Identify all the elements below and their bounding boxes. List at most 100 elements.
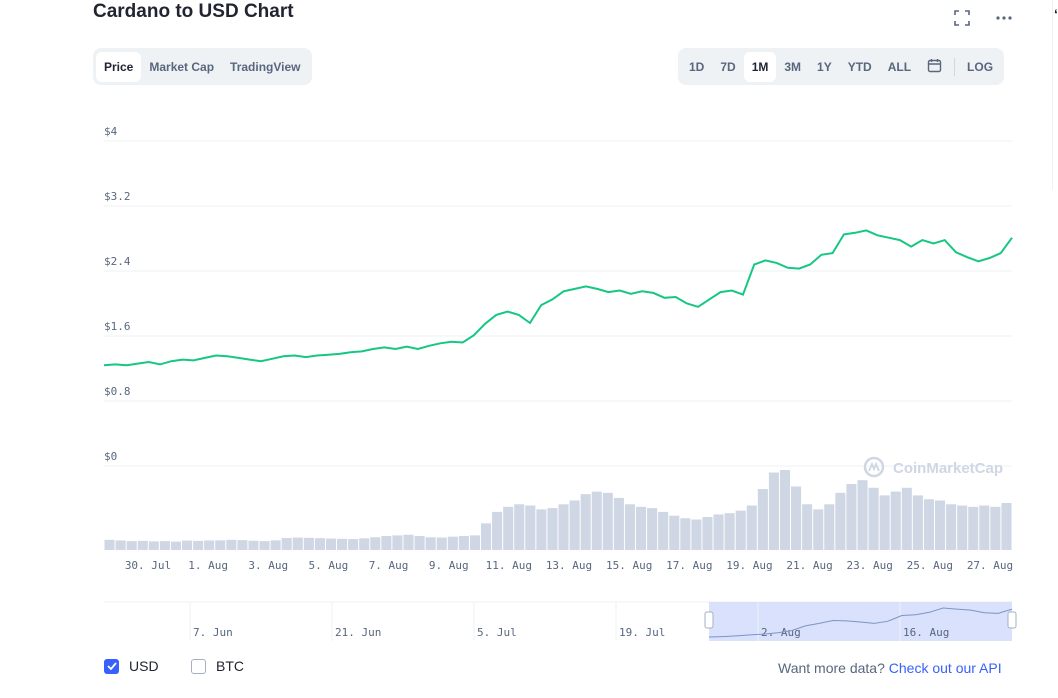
navigator-handle[interactable]: [1007, 611, 1017, 629]
navigator-label: 19. Jul: [619, 626, 665, 639]
range-ytd[interactable]: YTD: [840, 52, 880, 82]
volume-bar: [547, 508, 558, 550]
volume-bar: [946, 504, 957, 550]
x-tick-label: 25. Aug: [907, 559, 953, 572]
volume-bar: [1001, 503, 1012, 550]
volume-bar: [425, 537, 436, 550]
volume-bar: [569, 500, 580, 550]
volume-bar: [469, 535, 480, 550]
api-link[interactable]: Check out our API: [888, 660, 1002, 676]
volume-bar: [757, 489, 768, 550]
x-tick-label: 11. Aug: [486, 559, 532, 572]
volume-bar: [558, 504, 569, 550]
volume-bar: [580, 494, 591, 550]
chart-type-tabs: Price Market Cap TradingView: [93, 48, 312, 85]
volume-bar: [436, 537, 447, 550]
volume-bar: [613, 497, 624, 550]
navigator-handle[interactable]: [704, 611, 714, 629]
tab-price[interactable]: Price: [96, 51, 142, 82]
range-navigator[interactable]: 7. Jun 21. Jun 5. Jul 19. Jul 2. Aug 16. Aug: [104, 601, 1017, 641]
volume-bar: [791, 486, 802, 550]
btc-label: BTC: [216, 658, 244, 674]
range-1d[interactable]: 1D: [681, 52, 712, 82]
volume-bar: [359, 538, 370, 550]
volume-bar: [957, 505, 968, 550]
volume-bar: [979, 505, 990, 550]
volume-bar: [292, 537, 303, 550]
range-1y[interactable]: 1Y: [809, 52, 840, 82]
btc-checkbox[interactable]: [191, 658, 206, 674]
usd-option[interactable]: USD: [104, 658, 159, 674]
volume-bar: [536, 509, 547, 550]
range-1m[interactable]: 1M: [743, 51, 777, 82]
volume-bar: [337, 538, 348, 550]
navigator-label: 16. Aug: [903, 626, 949, 639]
volume-bar: [824, 504, 835, 550]
log-scale-toggle[interactable]: LOG: [959, 52, 1001, 82]
volume-bar: [624, 504, 636, 550]
volume-bar: [381, 536, 392, 550]
range-7d[interactable]: 7D: [712, 52, 743, 82]
x-tick-label: 30. Jul: [125, 559, 171, 572]
navigator-line: [708, 607, 1013, 638]
tab-tradingview[interactable]: TradingView: [222, 52, 308, 82]
volume-bar: [314, 538, 325, 550]
x-tick-label: 23. Aug: [847, 559, 893, 572]
x-tick-label: 21. Aug: [786, 559, 832, 572]
volume-bar: [503, 506, 514, 550]
volume-bar: [768, 472, 779, 550]
volume-bar: [846, 483, 857, 550]
usd-checkbox[interactable]: [104, 658, 119, 674]
volume-bar: [735, 510, 746, 550]
watermark-text: CoinMarketCap: [893, 460, 1003, 477]
volume-bar: [923, 499, 934, 550]
volume-bar: [115, 540, 126, 550]
volume-bar: [270, 540, 281, 550]
range-3m[interactable]: 3M: [776, 52, 809, 82]
volume-bar: [669, 515, 680, 550]
x-tick-label: 27. Aug: [967, 559, 1013, 572]
volume-bar: [303, 537, 314, 550]
volume-bar: [182, 540, 193, 550]
volume-bar: [746, 505, 757, 550]
y-tick-label: $4: [104, 125, 118, 138]
time-range-tabs: 1D 7D 1M 3M 1Y YTD ALL LOG: [678, 48, 1005, 85]
x-tick-label: 17. Aug: [666, 559, 712, 572]
range-all[interactable]: ALL: [880, 52, 919, 82]
calendar-icon[interactable]: [919, 52, 950, 82]
volume-bar: [835, 492, 846, 550]
volume-bar: [403, 534, 414, 550]
coinmarketcap-logo-icon: [863, 456, 885, 478]
x-tick-label: 19. Aug: [726, 559, 772, 572]
more-icon[interactable]: [990, 6, 1018, 30]
volume-bar: [647, 508, 658, 550]
volume-bar: [901, 487, 912, 550]
tab-market-cap[interactable]: Market Cap: [141, 52, 222, 82]
navigator-label: 5. Jul: [477, 626, 517, 639]
volume-bar: [912, 495, 923, 550]
volume-bar: [126, 541, 137, 550]
volume-bar: [215, 540, 226, 550]
volume-bar: [968, 506, 979, 550]
y-tick-label: $0: [104, 450, 117, 463]
x-tick-label: 15. Aug: [606, 559, 652, 572]
x-tick-label: 13. Aug: [546, 559, 592, 572]
expand-icon[interactable]: [948, 6, 976, 30]
volume-bar: [259, 541, 270, 550]
volume-bar: [713, 514, 724, 550]
x-tick-label: 7. Aug: [369, 559, 409, 572]
volume-bar: [636, 506, 647, 550]
volume-bar: [248, 540, 259, 550]
volume-bar: [348, 539, 359, 550]
chart-actions: [948, 6, 1018, 30]
y-tick-label: $0.8: [104, 385, 131, 398]
x-tick-label: 3. Aug: [248, 559, 288, 572]
usd-label: USD: [129, 658, 159, 674]
volume-bar: [193, 540, 204, 550]
volume-bar: [591, 491, 602, 550]
volume-bar: [392, 535, 403, 550]
volume-bar: [414, 536, 425, 550]
volume-bar: [458, 536, 469, 550]
btc-option[interactable]: BTC: [191, 658, 244, 674]
